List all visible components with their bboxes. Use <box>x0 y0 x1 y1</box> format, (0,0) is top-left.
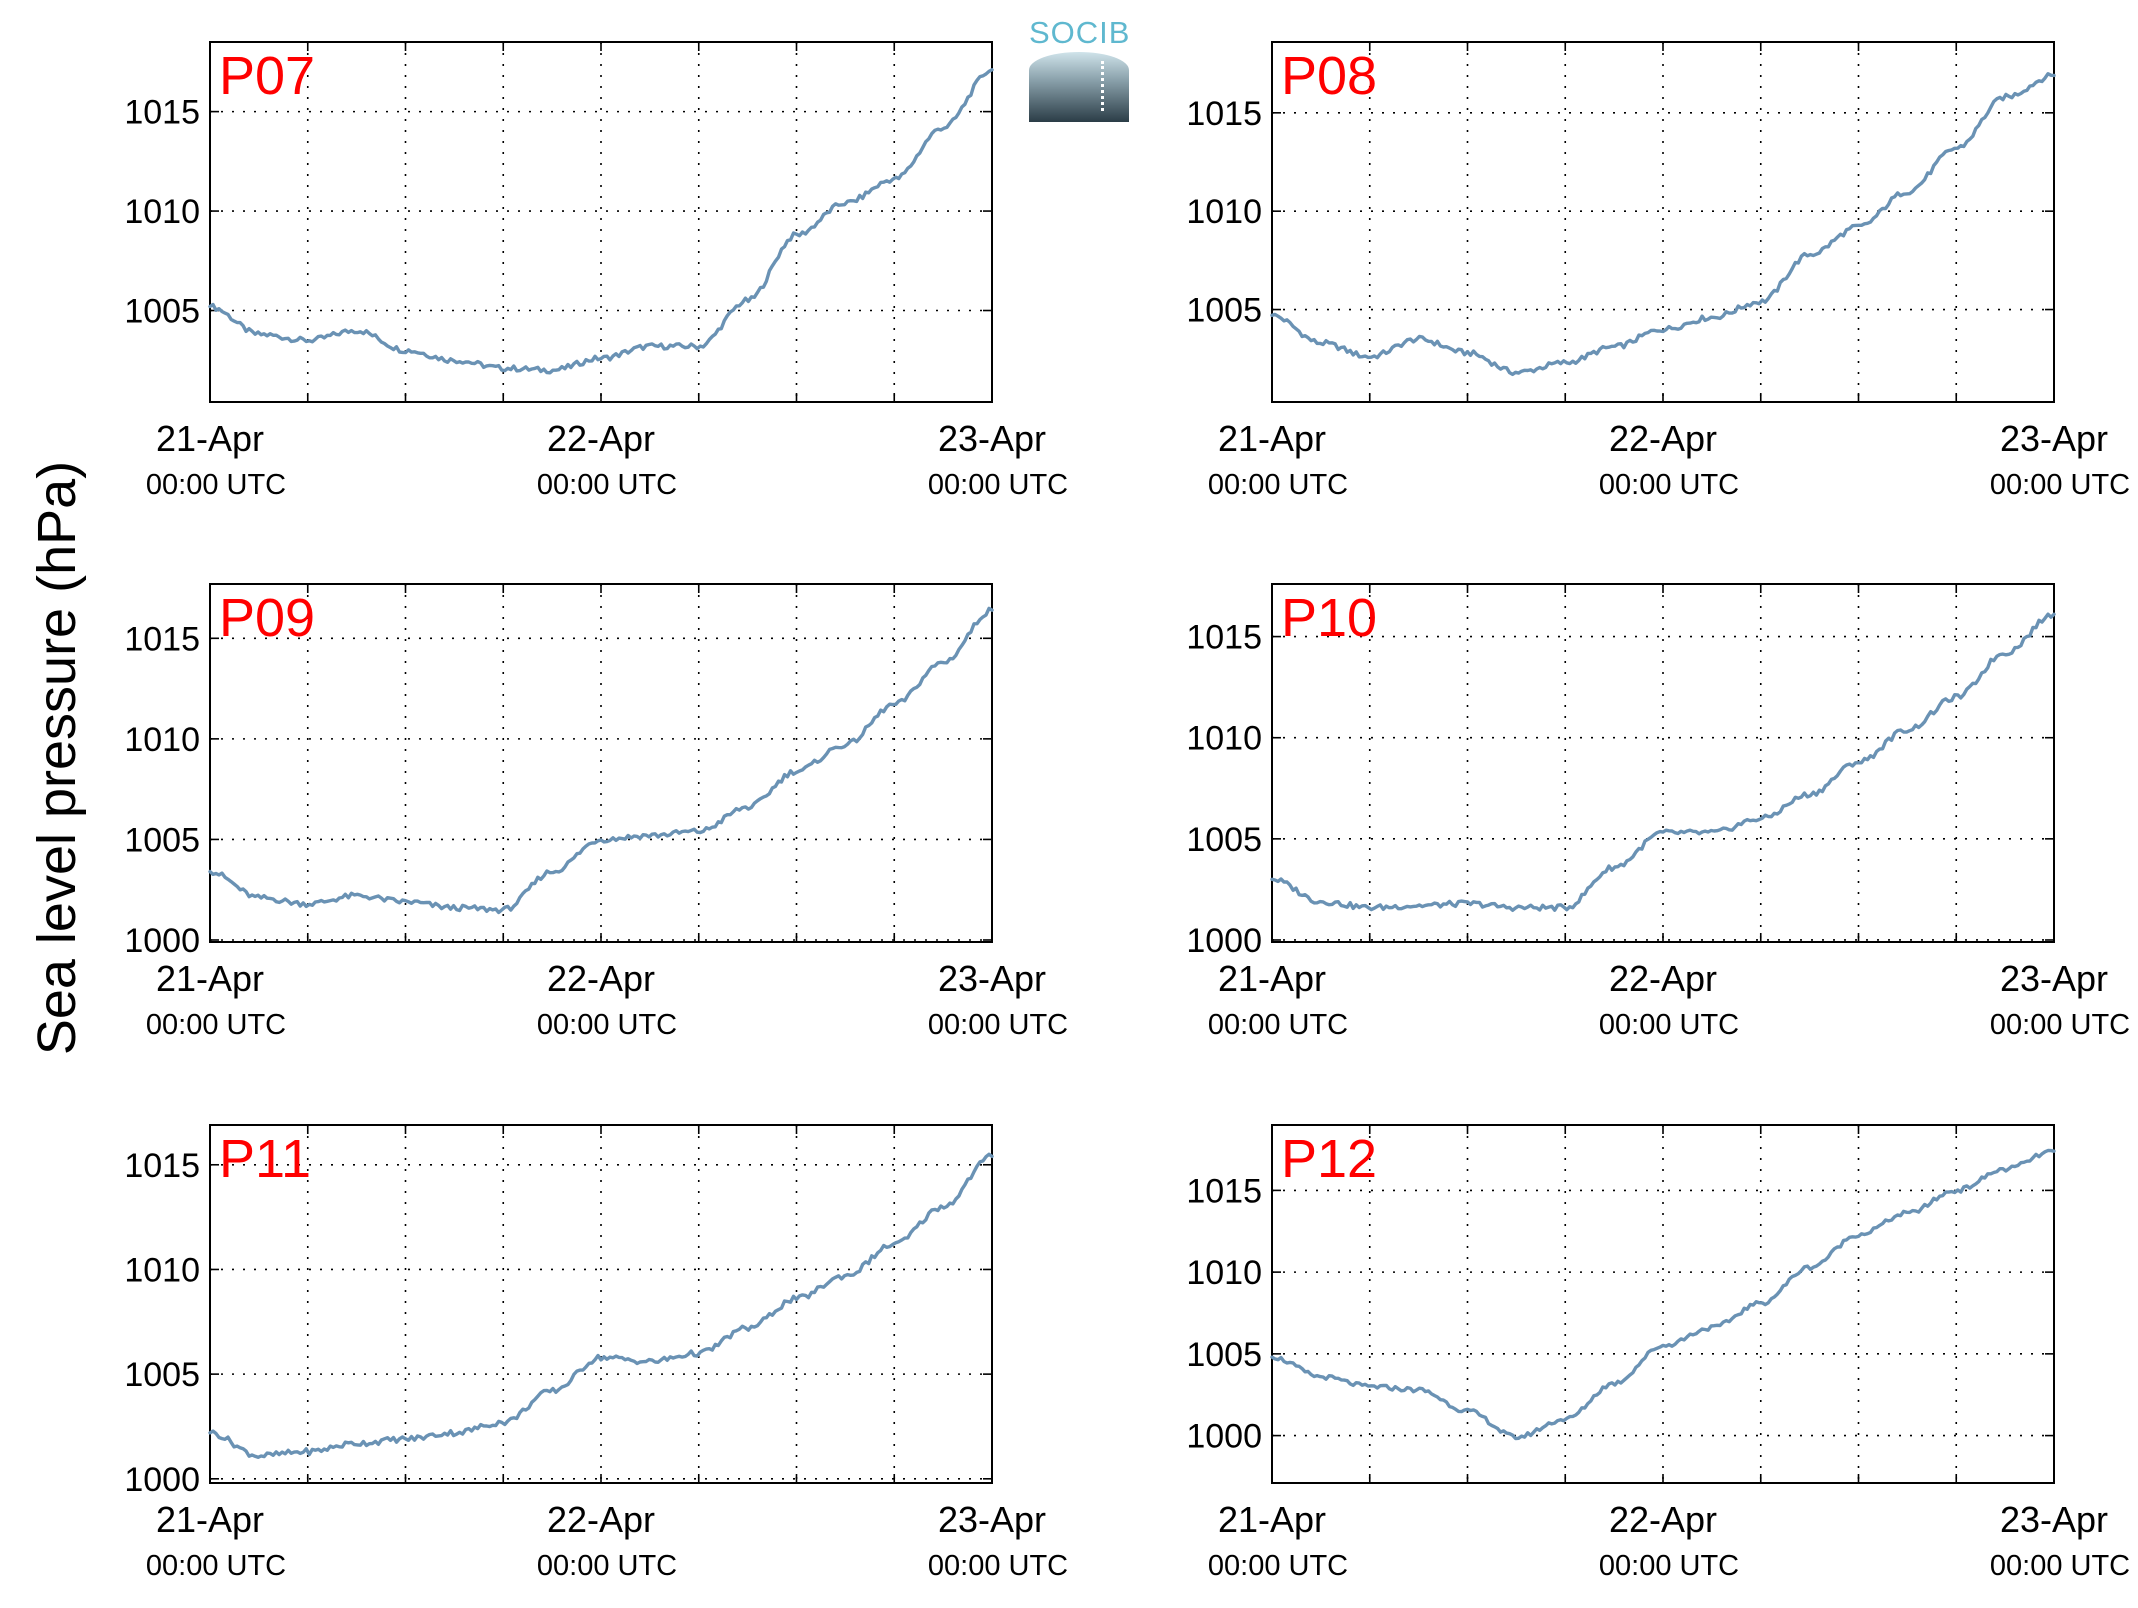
logo-dots <box>1101 61 1104 111</box>
x-tick-label-time: 00:00 UTC <box>1599 469 1739 501</box>
x-tick-label-date: 22-Apr <box>547 958 655 999</box>
x-tick-label-time: 00:00 UTC <box>146 1009 286 1041</box>
axes-frame <box>1271 41 2055 403</box>
x-tick-label-time: 00:00 UTC <box>1990 469 2130 501</box>
series-line-p08 <box>1270 72 2056 377</box>
y-tick-label: 1005 <box>124 1356 200 1394</box>
x-tick-label-time: 00:00 UTC <box>1208 1009 1348 1041</box>
x-tick-label-date: 22-Apr <box>547 418 655 459</box>
y-tick-label: 1000 <box>124 1461 200 1499</box>
y-tick-label: 1005 <box>124 821 200 859</box>
y-tick-label: 1010 <box>1186 1254 1262 1292</box>
x-tick-label-time: 00:00 UTC <box>1990 1009 2130 1041</box>
series-line-p09 <box>208 606 994 915</box>
station-label: P08 <box>1281 46 1377 106</box>
series-line-p10 <box>1270 612 2056 912</box>
x-tick-label-time: 00:00 UTC <box>537 469 677 501</box>
x-tick-label-date: 23-Apr <box>938 418 1046 459</box>
y-tick-label: 1000 <box>1186 1418 1262 1456</box>
station-label: P09 <box>219 588 315 648</box>
series-line-p11 <box>208 1152 994 1459</box>
x-tick-label-time: 00:00 UTC <box>928 1009 1068 1041</box>
station-label: P10 <box>1281 588 1377 648</box>
y-tick-label: 1015 <box>124 1147 200 1185</box>
panel-p10: 1000 1005 1010 1015 P10 21-Apr 00:00 UTC 22-Apr… <box>1186 583 2130 1041</box>
series-line-p12 <box>1270 1148 2056 1441</box>
x-tick-label-date: 22-Apr <box>1609 418 1717 459</box>
y-tick-label: 1000 <box>124 922 200 960</box>
y-tick-label: 1005 <box>1186 821 1262 859</box>
panel-p09: 1000 1005 1010 1015 P09 21-Apr 00:00 UTC 22-Apr… <box>124 583 1068 1041</box>
panel-p08: 1005 1010 1015 P08 21-Apr 00:00 UTC 22-Apr 00:0… <box>1186 41 2130 501</box>
axes-frame <box>1271 1124 2055 1484</box>
axes-frame <box>1271 583 2055 943</box>
x-tick-label-time: 00:00 UTC <box>1208 1550 1348 1582</box>
x-tick-label-date: 21-Apr <box>156 1499 264 1540</box>
x-tick-label-date: 23-Apr <box>2000 418 2108 459</box>
y-axis-label: Sea level pressure (hPa) <box>27 460 87 1056</box>
x-tick-label-time: 00:00 UTC <box>928 469 1068 501</box>
panel-p12: 1000 1005 1010 1015 P12 21-Apr 00:00 UTC 22-Apr… <box>1186 1124 2130 1582</box>
x-tick-label-date: 21-Apr <box>1218 418 1326 459</box>
x-tick-label-date: 21-Apr <box>1218 958 1326 999</box>
x-tick-label-time: 00:00 UTC <box>1208 469 1348 501</box>
y-tick-label: 1000 <box>1186 922 1262 960</box>
axes-frame <box>209 41 993 403</box>
x-tick-label-time: 00:00 UTC <box>1990 1550 2130 1582</box>
x-tick-label-time: 00:00 UTC <box>146 1550 286 1582</box>
station-label: P07 <box>219 46 315 106</box>
x-tick-label-date: 21-Apr <box>156 958 264 999</box>
x-tick-label-time: 00:00 UTC <box>1599 1009 1739 1041</box>
logo-wave-icon <box>1029 52 1129 122</box>
y-tick-label: 1005 <box>1186 1336 1262 1374</box>
y-tick-label: 1005 <box>1186 292 1262 330</box>
axes-frame <box>209 583 993 943</box>
axes-frame <box>209 1124 993 1484</box>
x-tick-label-date: 23-Apr <box>2000 958 2108 999</box>
station-label: P12 <box>1281 1129 1377 1189</box>
y-tick-label: 1015 <box>124 620 200 658</box>
x-tick-label-time: 00:00 UTC <box>146 469 286 501</box>
logo-text: SOCIB <box>1029 15 1131 50</box>
x-tick-label-date: 23-Apr <box>938 1499 1046 1540</box>
x-tick-label-date: 21-Apr <box>1218 1499 1326 1540</box>
x-tick-label-date: 21-Apr <box>156 418 264 459</box>
y-tick-label: 1015 <box>1186 95 1262 133</box>
x-tick-label-date: 22-Apr <box>1609 1499 1717 1540</box>
y-tick-label: 1005 <box>124 293 200 331</box>
y-tick-label: 1015 <box>1186 1172 1262 1210</box>
x-tick-label-time: 00:00 UTC <box>928 1550 1068 1582</box>
y-tick-label: 1010 <box>1186 193 1262 231</box>
y-tick-label: 1015 <box>124 94 200 132</box>
socib-logo: SOCIB <box>1029 15 1129 122</box>
y-tick-label: 1010 <box>124 1251 200 1289</box>
x-tick-label-time: 00:00 UTC <box>537 1009 677 1041</box>
x-tick-label-date: 23-Apr <box>938 958 1046 999</box>
panel-p11: 1000 1005 1010 1015 P11 21-Apr 00:00 UTC 22-Apr… <box>124 1124 1068 1582</box>
series-line-p07 <box>208 68 994 375</box>
x-tick-label-date: 23-Apr <box>2000 1499 2108 1540</box>
y-tick-label: 1010 <box>124 193 200 231</box>
panel-p07: 1005 1010 1015 P07 21-Apr 00:00 UTC 22-Apr 00:0… <box>124 41 1068 501</box>
x-tick-label-time: 00:00 UTC <box>1599 1550 1739 1582</box>
y-tick-label: 1010 <box>1186 720 1262 758</box>
x-tick-label-time: 00:00 UTC <box>537 1550 677 1582</box>
x-tick-label-date: 22-Apr <box>547 1499 655 1540</box>
x-tick-label-date: 22-Apr <box>1609 958 1717 999</box>
station-label: P11 <box>219 1129 311 1189</box>
y-tick-label: 1015 <box>1186 619 1262 657</box>
y-tick-label: 1010 <box>124 721 200 759</box>
